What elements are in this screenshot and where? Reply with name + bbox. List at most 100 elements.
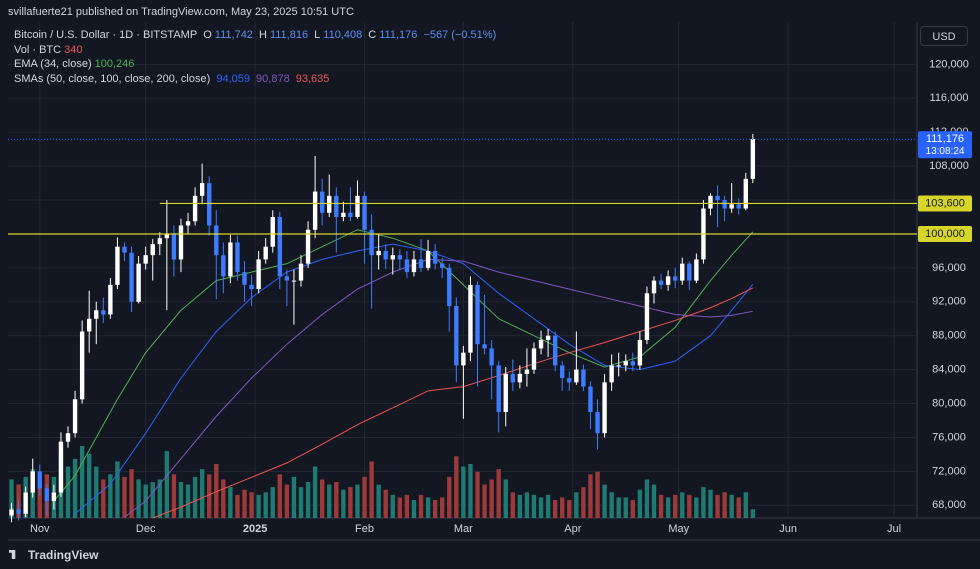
byline: svillafuerte21 published on TradingView.… [8, 6, 354, 18]
volume-bar [341, 489, 346, 518]
volume-bar [383, 489, 388, 518]
legend-row: SMAs (50, close, 100, close, 200, close)… [14, 72, 499, 87]
y-tick-label: 92,000 [932, 296, 966, 308]
volume-bar [192, 476, 198, 518]
ema-label: EMA (34, close) [14, 58, 92, 70]
volume-bar [651, 484, 657, 518]
volume-bar [567, 500, 572, 518]
volume-bar [355, 484, 360, 518]
candle-body [108, 284, 113, 315]
volume-bar [440, 497, 445, 518]
volume-bar [270, 487, 275, 518]
volume-bar [538, 497, 544, 518]
candle-body [101, 310, 106, 315]
ohlc-key: O [203, 29, 212, 41]
candle-body [503, 373, 508, 413]
volume-bar [150, 482, 155, 518]
candle-body [672, 276, 678, 281]
candle-body [214, 225, 219, 256]
candle-body [560, 365, 565, 379]
candle-body [440, 263, 445, 268]
candle-body [334, 195, 339, 218]
volume-bar [101, 479, 106, 518]
volume-bar [348, 487, 353, 518]
volume-bar [560, 497, 565, 518]
volume-bar [595, 471, 600, 518]
currency-button[interactable]: USD [920, 26, 968, 46]
ema-value: 100,246 [94, 58, 135, 70]
volume-bar [157, 479, 162, 518]
candle-body [482, 344, 487, 349]
volume-bar [552, 500, 558, 518]
volume-bar [545, 494, 551, 518]
volume-bar [334, 482, 339, 518]
candle-body [355, 195, 360, 218]
axis-panel [917, 22, 980, 518]
candle-body [545, 335, 551, 340]
legend-row: Vol · BTC 340 [14, 43, 499, 58]
candle-body [489, 348, 494, 366]
candle-body [567, 378, 572, 383]
y-tick-label: 96,000 [932, 262, 966, 274]
volume-bar [87, 453, 92, 518]
candle-body [270, 217, 275, 247]
volume-bar [701, 487, 706, 518]
candle-body [517, 373, 523, 383]
candle-body [23, 492, 28, 514]
candle-body [9, 509, 14, 516]
candle-body [327, 195, 332, 213]
volume-bar [517, 494, 523, 518]
volume-bar [432, 500, 438, 518]
volume-bar [284, 484, 290, 518]
volume-bar [376, 484, 381, 518]
candle-body [58, 441, 64, 493]
volume-bar [750, 509, 756, 518]
volume-bar [630, 500, 636, 518]
candle-body [16, 509, 21, 514]
volume-bar [199, 469, 205, 518]
volume-bar [256, 494, 261, 518]
candle-body [136, 263, 141, 302]
volume-bar [496, 469, 501, 518]
volume-bar [602, 484, 607, 518]
candle-body [397, 255, 403, 260]
candle-body [644, 293, 650, 340]
x-tick-label: Jun [779, 523, 797, 535]
volume-bar [298, 487, 304, 518]
volume-bar [136, 479, 141, 518]
candle-body [65, 433, 71, 442]
y-tick-label: 116,000 [930, 92, 969, 104]
volume-bar [581, 487, 586, 518]
volume-bar [687, 494, 692, 518]
candle-body [291, 280, 297, 282]
candle-body [475, 284, 480, 345]
candle-body [348, 212, 353, 218]
last-price-tag [918, 131, 972, 159]
y-tick-label: 120,000 [929, 58, 969, 70]
x-tick-label: Jul [887, 523, 901, 535]
volume-bar [362, 476, 367, 518]
volume-bar [425, 497, 431, 518]
candle-body [185, 221, 191, 226]
volume-bar [510, 492, 515, 518]
candle-body [524, 369, 530, 374]
candle-body [178, 225, 184, 260]
ohlc-value: 111,176 [379, 29, 418, 41]
volume-bar [37, 482, 42, 518]
volume-bar [242, 489, 247, 518]
volume-bar [171, 474, 177, 518]
volume-bar [115, 461, 120, 518]
volume-bar [411, 500, 417, 518]
sma-value: 93,635 [295, 72, 330, 85]
volume-bar [447, 476, 452, 518]
candle-body [432, 250, 438, 264]
volume-bar [489, 479, 494, 518]
candle-body [79, 331, 85, 400]
candle-body [129, 252, 134, 302]
candle-body [221, 255, 226, 277]
volume-bar [390, 494, 395, 518]
volume-bar [708, 489, 713, 518]
y-tick-label: 76,000 [932, 431, 966, 443]
candle-body [277, 217, 283, 277]
